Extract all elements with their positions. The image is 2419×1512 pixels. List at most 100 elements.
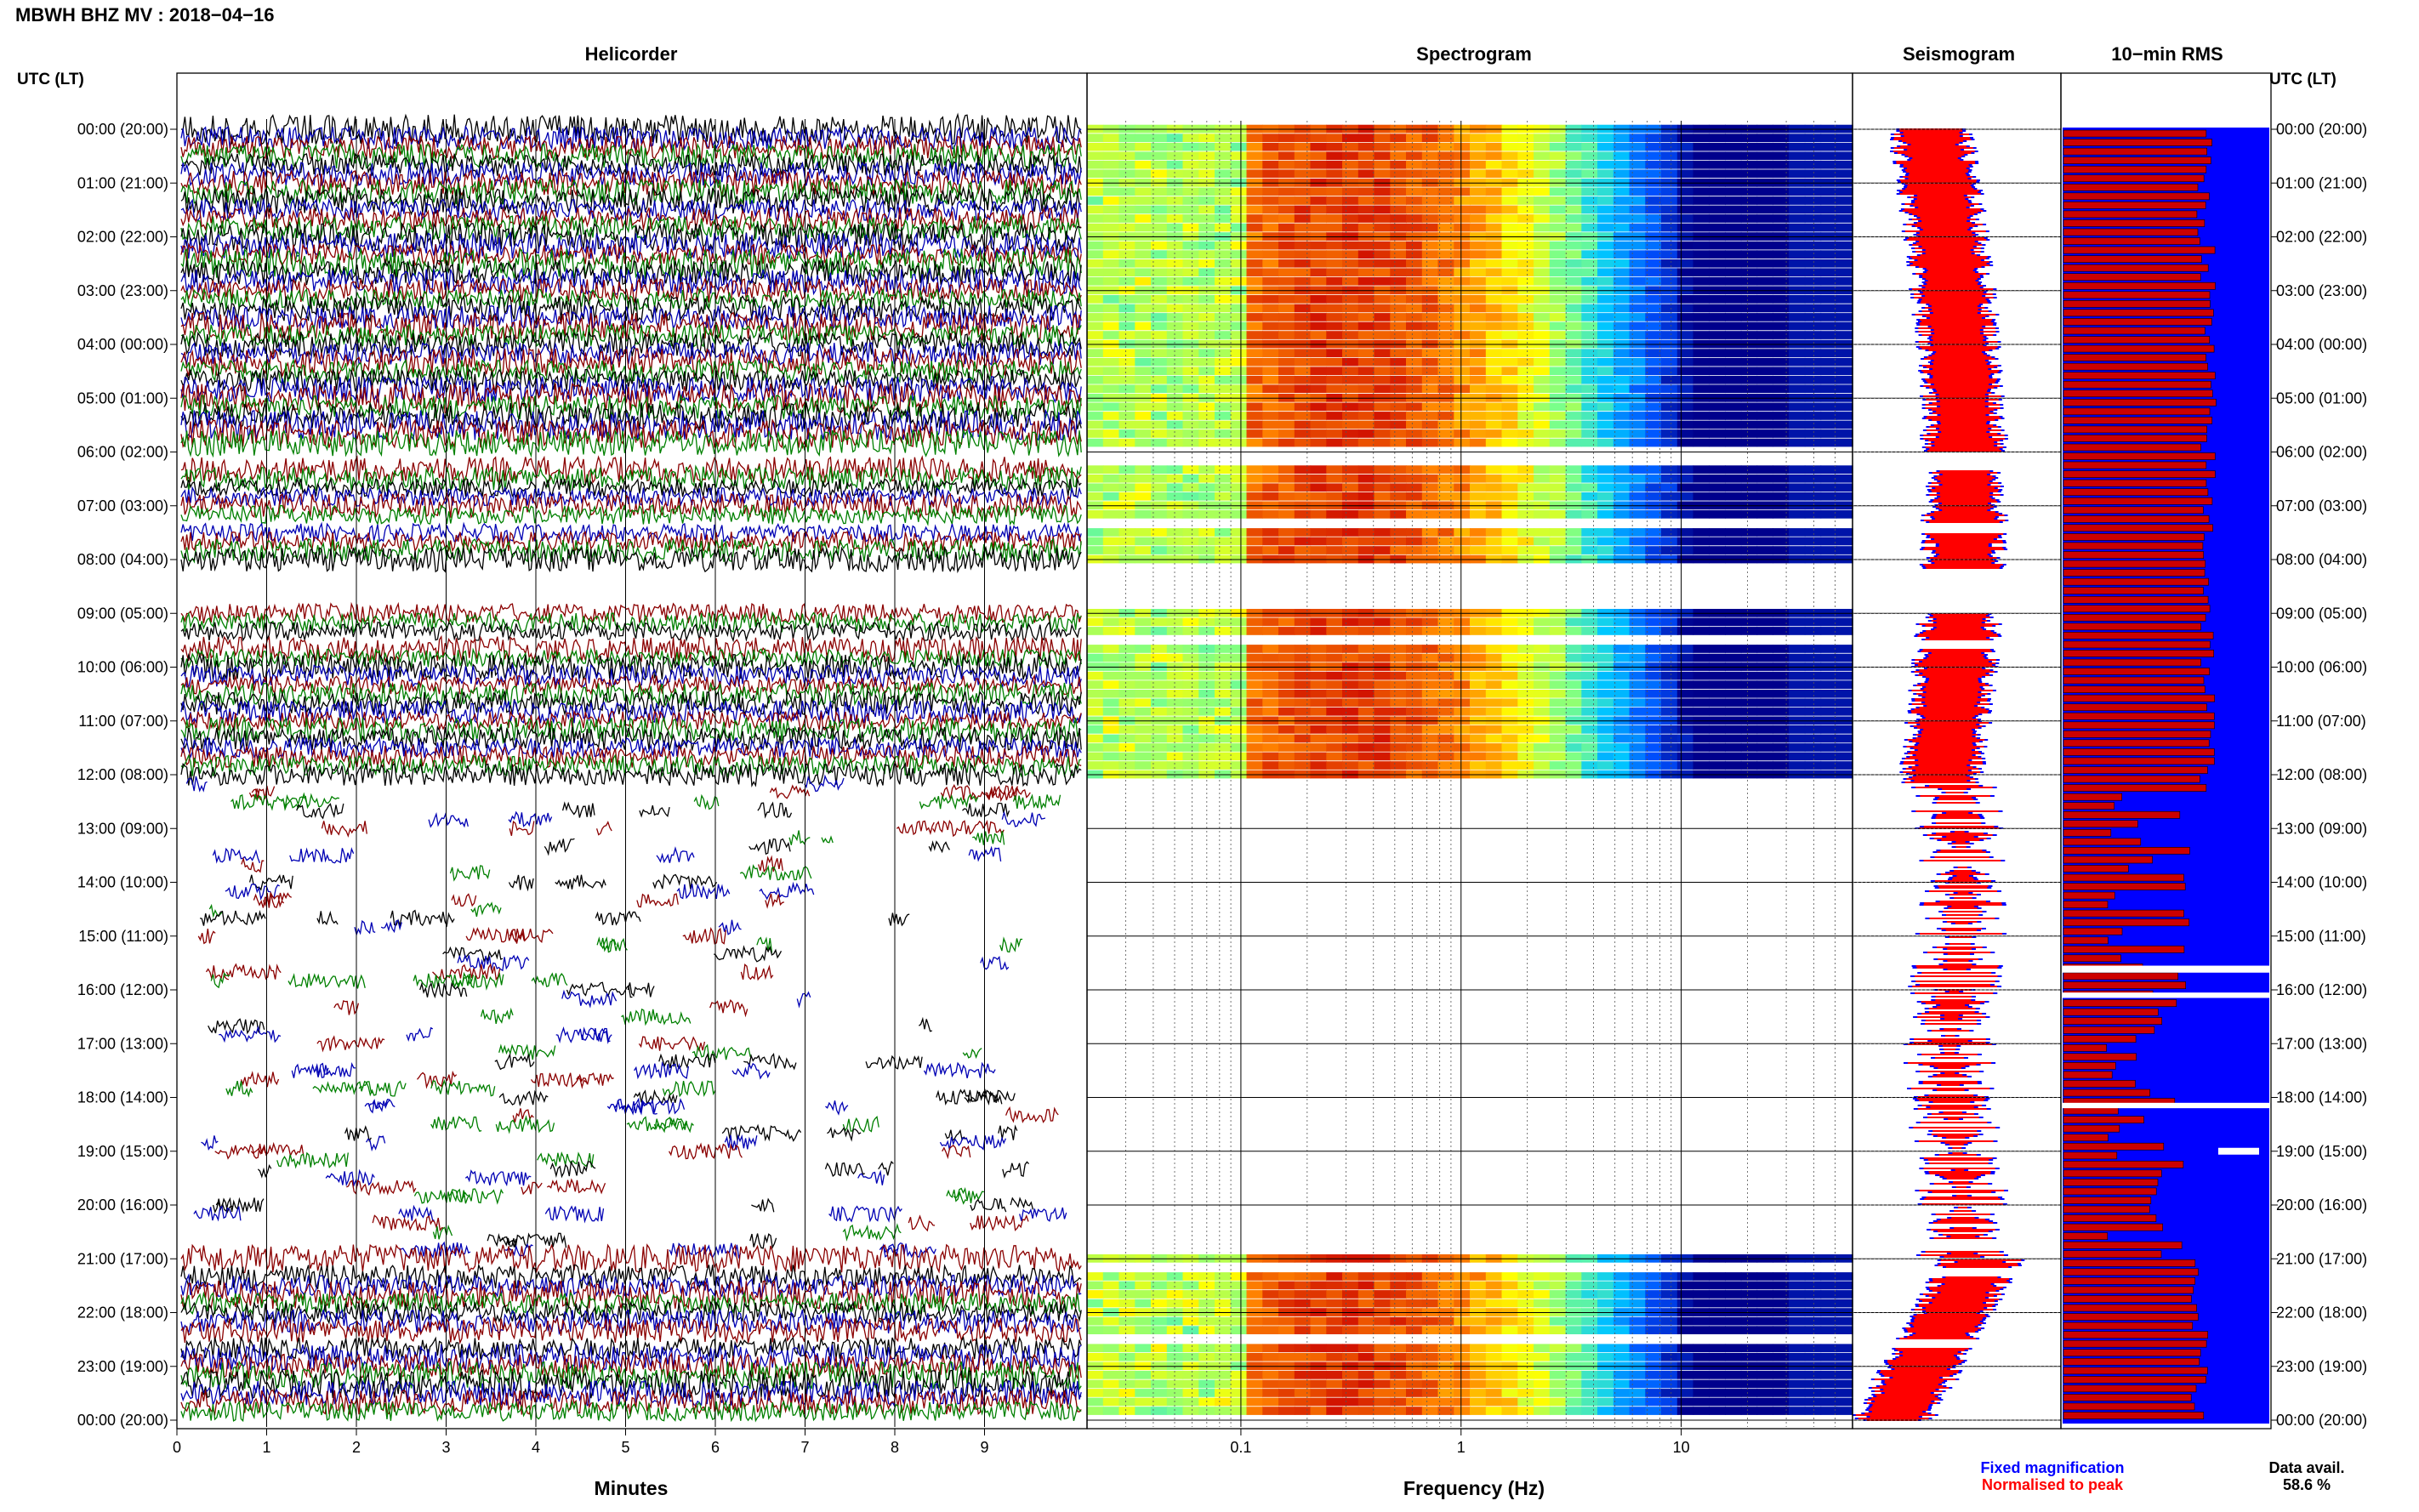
spectrogram-cell xyxy=(1342,420,1359,429)
spectrogram-cell xyxy=(1470,671,1487,680)
spectrogram-cell xyxy=(1166,402,1184,412)
spectrogram-cell xyxy=(1676,653,1694,662)
spectrogram-cell xyxy=(1709,331,1726,339)
spectrogram-cell xyxy=(1087,725,1104,734)
spectrogram-cell xyxy=(1437,169,1454,179)
spectrogram-cell xyxy=(1135,1389,1152,1397)
spectrogram-cell xyxy=(1485,205,1503,214)
helicorder-trace xyxy=(208,901,502,918)
spectrogram-cell xyxy=(1676,313,1694,321)
spectrogram-cell xyxy=(1645,169,1662,179)
spectrogram-cell xyxy=(1517,1389,1534,1397)
spectrogram-cell xyxy=(1693,645,1710,653)
spectrogram-cell xyxy=(1087,1397,1104,1407)
spectrogram-cell xyxy=(1597,743,1614,752)
spectrogram-cell xyxy=(1804,1281,1822,1290)
spectrogram-cell xyxy=(1454,429,1471,438)
spectrogram-cell xyxy=(1374,375,1391,384)
spectrogram-cell xyxy=(1836,627,1853,635)
spectrogram-cell xyxy=(1693,1389,1710,1397)
spectrogram-cell xyxy=(1836,492,1853,501)
spectrogram-cell xyxy=(1789,528,1806,537)
spectrogram-cell xyxy=(1166,160,1184,169)
spectrogram-cell xyxy=(1087,169,1104,179)
spectrogram-cell xyxy=(1485,375,1503,384)
spectrogram-cell xyxy=(1357,367,1375,376)
spectrogram-cell xyxy=(1102,276,1120,286)
spectrogram-cell xyxy=(1661,645,1678,653)
helicorder-trace xyxy=(544,838,950,856)
spectrogram-cell xyxy=(1182,1389,1199,1397)
helicorder-trace xyxy=(180,611,1082,634)
spectrogram-cell xyxy=(1310,429,1327,438)
spectrogram-cell xyxy=(1087,627,1104,635)
spectrogram-cell xyxy=(1804,187,1822,196)
spectrogram-cell xyxy=(1773,1290,1790,1299)
spectrogram-cell xyxy=(1374,1316,1391,1326)
spectrogram-cell xyxy=(1613,438,1631,447)
spectrogram-cell xyxy=(1820,671,1837,680)
spectrogram-cell xyxy=(1549,734,1567,743)
spectrogram-cell xyxy=(1534,357,1551,367)
spectrogram-cell xyxy=(1166,474,1184,483)
spectrogram-cell xyxy=(1294,474,1312,483)
spectrogram-cell xyxy=(1470,537,1487,546)
spectrogram-cell xyxy=(1485,1407,1503,1415)
spectrogram-cell xyxy=(1406,313,1423,321)
spectrogram-cell xyxy=(1789,375,1806,384)
spectrogram-cell xyxy=(1230,752,1248,761)
spectrogram-cell xyxy=(1613,151,1631,161)
spectrogram-cell xyxy=(1773,546,1790,554)
spectrogram-cell xyxy=(1565,1371,1582,1379)
spectrogram-cell xyxy=(1151,321,1168,331)
spectrogram-cell xyxy=(1166,349,1184,357)
spectrogram-cell xyxy=(1135,160,1152,169)
spectrogram-cell xyxy=(1534,1344,1551,1353)
spectrogram-cell xyxy=(1661,295,1678,304)
spectrogram-cell xyxy=(1294,250,1312,259)
spectrogram-cell xyxy=(1501,276,1518,286)
spectrogram-cell xyxy=(1087,1344,1104,1353)
spectrogram-cell xyxy=(1390,367,1407,376)
spectrogram-cell xyxy=(1804,1316,1822,1326)
spectrogram-cell xyxy=(1357,707,1375,716)
spectrogram-cell xyxy=(1676,196,1694,205)
spectrogram-cell xyxy=(1804,375,1822,384)
spectrogram-cell xyxy=(1230,1371,1248,1379)
spectrogram-cell xyxy=(1102,375,1120,384)
spectrogram-cell xyxy=(1804,259,1822,268)
spectrogram-cell xyxy=(1198,707,1215,716)
spectrogram-cell xyxy=(1565,725,1582,734)
spectrogram-cell xyxy=(1151,313,1168,321)
helicorder-trace xyxy=(214,1141,971,1160)
spectrogram-cell xyxy=(1087,743,1104,752)
spectrogram-cell xyxy=(1534,223,1551,232)
spectrogram-cell xyxy=(1246,196,1263,205)
spectrogram-cell xyxy=(1789,671,1806,680)
spectrogram-cell xyxy=(1676,483,1694,492)
spectrogram-cell xyxy=(1406,205,1423,214)
spectrogram-cell xyxy=(1549,1407,1567,1415)
spectrogram-cell xyxy=(1230,698,1248,708)
spectrogram-cell xyxy=(1357,313,1375,321)
spectrogram-cell xyxy=(1773,214,1790,223)
spectrogram-cell xyxy=(1326,151,1343,161)
spectrogram-cell xyxy=(1725,196,1742,205)
spectrogram-cell xyxy=(1135,205,1152,214)
spectrogram-cell xyxy=(1310,1352,1327,1361)
spectrogram-cell xyxy=(1151,375,1168,384)
spectrogram-cell xyxy=(1421,349,1439,357)
spectrogram-cell xyxy=(1549,698,1567,708)
spectrogram-cell xyxy=(1740,375,1758,384)
spectrogram-cell xyxy=(1517,546,1534,554)
spectrogram-cell xyxy=(1485,357,1503,367)
spectrogram-cell xyxy=(1565,295,1582,304)
spectrogram-cell xyxy=(1597,402,1614,412)
spectrogram-cell xyxy=(1661,187,1678,196)
spectrogram-cell xyxy=(1151,295,1168,304)
spectrogram-cell xyxy=(1581,412,1598,420)
spectrogram-cell xyxy=(1087,276,1104,286)
spectrogram-cell xyxy=(1357,304,1375,313)
spectrogram-cell xyxy=(1470,689,1487,698)
spectrogram-cell xyxy=(1709,429,1726,438)
